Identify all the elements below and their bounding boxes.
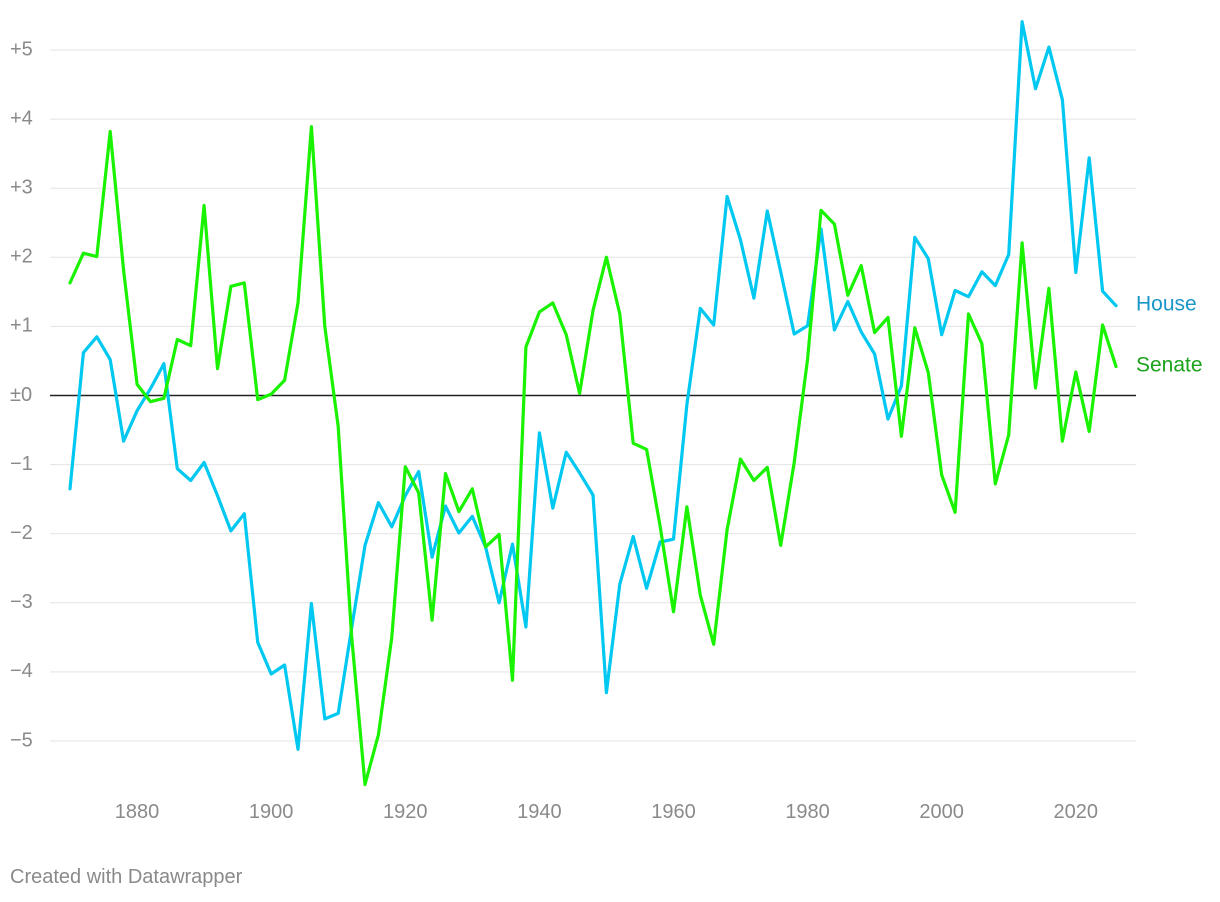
series-labels: House Senate [1136,293,1203,377]
y-tick-label: −1 [10,453,33,475]
y-axis: +5 +4 +3 +2 +1 ±0 −1 −2 −3 −4 −5 [10,38,33,751]
x-tick-label: 1880 [115,801,160,823]
series-line-senate [68,125,1118,787]
series-label-house: House [1136,293,1197,316]
y-tick-label: −2 [10,522,33,544]
y-tick-label: −4 [10,660,33,682]
x-tick-label: 1900 [249,801,294,823]
credit-footer: Created with Datawrapper [10,866,243,888]
y-tick-label: −5 [10,729,33,751]
x-tick-label: 2000 [919,801,964,823]
series-label-senate: Senate [1136,354,1203,377]
y-tick-label: −3 [10,591,33,613]
gridlines [50,49,1136,742]
x-tick-label: 2020 [1054,801,1099,823]
y-tick-label: +4 [10,107,33,129]
y-tick-label: +3 [10,176,33,198]
x-tick-label: 1960 [651,801,696,823]
x-tick-label: 1920 [383,801,428,823]
x-tick-label: 1940 [517,801,562,823]
y-tick-label: +5 [10,38,33,60]
y-tick-label: +1 [10,315,33,337]
x-axis: 1880 1900 1920 1940 1960 1980 2000 2020 [115,801,1098,823]
y-tick-label: +2 [10,246,33,268]
x-tick-label: 1980 [785,801,830,823]
series-lines [68,20,1118,787]
series-line-house [68,20,1118,751]
y-tick-label: ±0 [10,384,32,406]
